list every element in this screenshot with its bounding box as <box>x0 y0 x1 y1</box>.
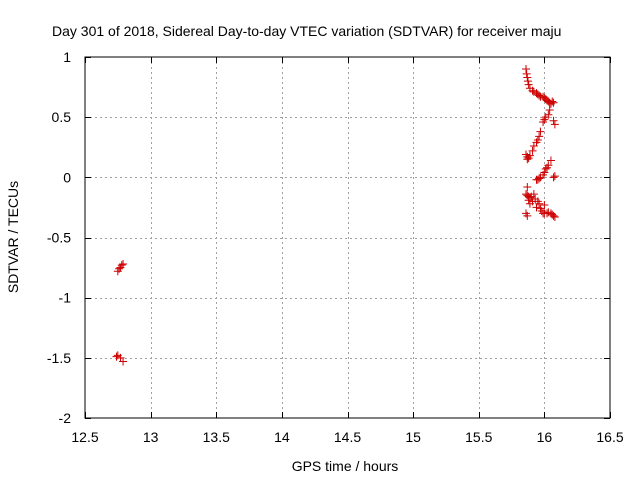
data-point <box>529 190 538 199</box>
point-layer <box>112 65 559 366</box>
data-point <box>540 201 549 210</box>
data-point <box>523 155 532 164</box>
data-point <box>546 156 555 165</box>
data-point <box>539 117 548 126</box>
data-point <box>119 259 128 268</box>
x-tick-label: 13.5 <box>203 429 230 445</box>
data-point <box>536 127 545 136</box>
data-point <box>523 211 532 220</box>
data-point <box>522 69 531 78</box>
x-tick-label: 15 <box>405 429 421 445</box>
data-point <box>548 97 557 106</box>
data-point <box>535 91 544 100</box>
data-point <box>523 182 532 191</box>
y-tick-label: -1.5 <box>47 350 71 366</box>
data-point <box>543 163 551 172</box>
data-point <box>549 116 558 125</box>
data-point <box>524 196 533 205</box>
grid-layer <box>85 57 610 418</box>
y-axis-label: SDTVAR / TECUs <box>5 181 21 293</box>
y-tick-label: -1 <box>59 290 72 306</box>
data-point <box>523 73 532 82</box>
x-tick-label: 14 <box>274 429 290 445</box>
chart-title: Day 301 of 2018, Sidereal Day-to-day VTE… <box>52 23 561 39</box>
x-tick-label: 16.5 <box>596 429 623 445</box>
data-point <box>550 120 559 129</box>
data-point <box>545 105 554 114</box>
data-point <box>550 172 559 181</box>
tick-label-layer: 12.5 13 13.5 14 14.5 15 15.5 16 16.5 -2 -1.5 -1 -0.5… <box>47 49 624 445</box>
data-point <box>119 357 128 366</box>
data-point <box>541 164 550 173</box>
y-tick-label: -0.5 <box>47 230 71 246</box>
data-point <box>549 173 558 182</box>
data-point <box>532 203 541 212</box>
data-point <box>522 65 530 74</box>
x-axis-label: GPS time / hours <box>292 458 399 474</box>
x-tick-label: 14.5 <box>334 429 361 445</box>
data-point <box>549 211 558 220</box>
y-tick-label: 0.5 <box>52 109 72 125</box>
x-tick-label: 13 <box>143 429 159 445</box>
data-point <box>532 175 541 184</box>
x-tick-label: 15.5 <box>465 429 492 445</box>
data-point <box>549 98 558 107</box>
data-point <box>528 146 537 155</box>
plot-frame <box>84 56 611 419</box>
data-point <box>117 261 126 270</box>
data-point <box>529 142 538 151</box>
y-tick-label: 1 <box>63 49 71 65</box>
data-point <box>550 213 559 222</box>
y-tick-label: 0 <box>63 169 71 185</box>
x-tick-label: 16 <box>537 429 553 445</box>
data-point <box>535 132 544 141</box>
x-tick-label: 12.5 <box>71 429 98 445</box>
data-point <box>112 352 121 361</box>
data-point <box>524 80 533 89</box>
y-tick-label: -2 <box>59 410 72 426</box>
data-point <box>523 77 532 86</box>
